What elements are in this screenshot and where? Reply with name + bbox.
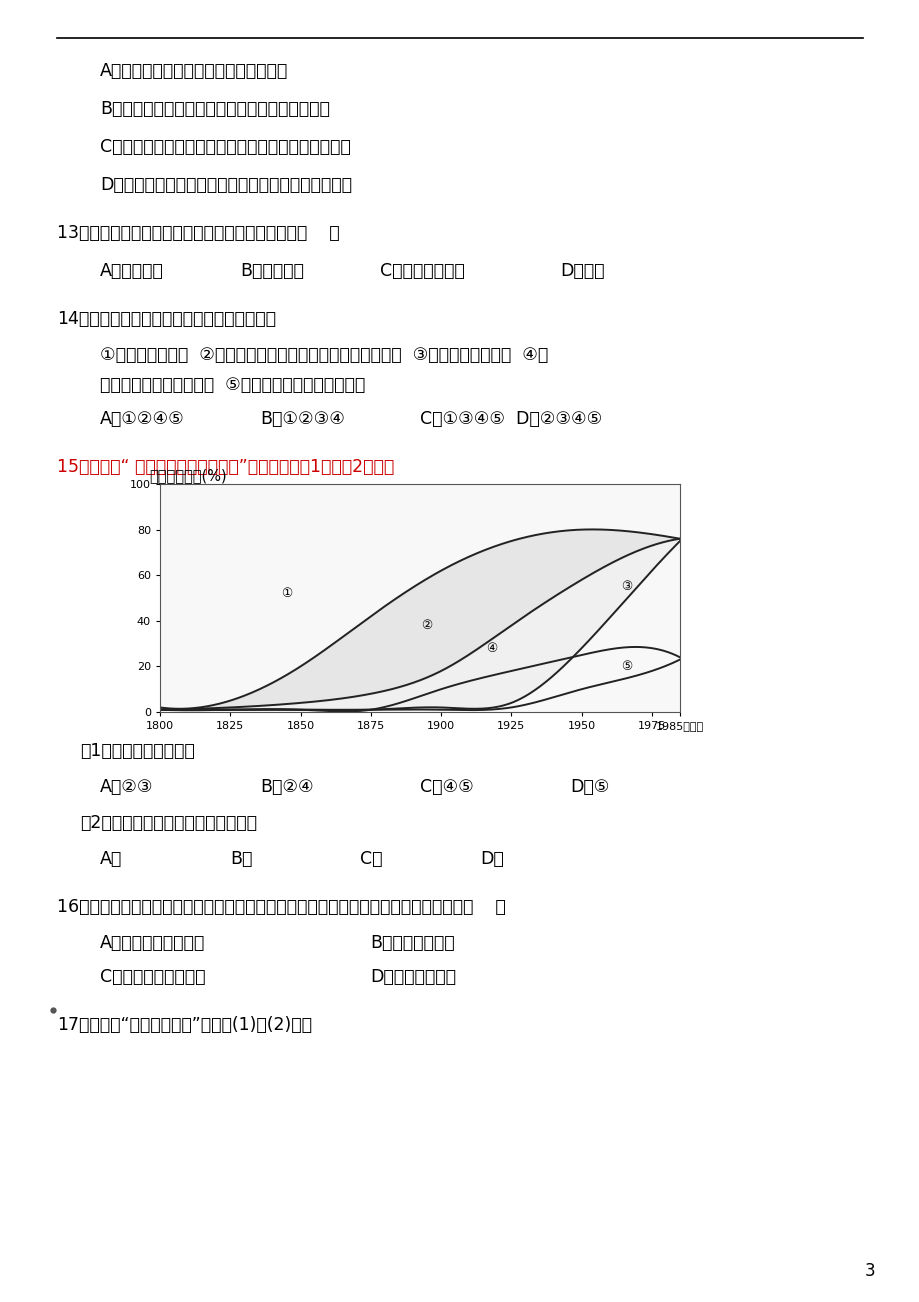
Text: B．城市建筑: B．城市建筑	[240, 262, 303, 280]
Text: ②: ②	[421, 618, 432, 631]
Text: ③: ③	[620, 581, 631, 594]
Text: C．④⑤: C．④⑤	[420, 779, 473, 796]
Text: 城市人口比重(%): 城市人口比重(%)	[150, 467, 227, 483]
Text: C．城市交通工具: C．城市交通工具	[380, 262, 464, 280]
Text: （2）城市人口占总人口比重最大的是: （2）城市人口占总人口比重最大的是	[80, 814, 256, 832]
Text: 3: 3	[864, 1262, 874, 1280]
Text: ①促进农业产业化  ②推动农村剩余劳动力向第二、三产业转移  ③扩大国内市场需求  ④优: ①促进农业产业化 ②推动农村剩余劳动力向第二、三产业转移 ③扩大国内市场需求 ④…	[100, 346, 548, 365]
Text: D．社会制度不同: D．社会制度不同	[369, 967, 456, 986]
Text: C．发展历史长短不同: C．发展历史长短不同	[100, 967, 205, 986]
Text: B．①②③④: B．①②③④	[260, 410, 345, 428]
Text: 13．下列各项城市事物最能体现地域文化特征的是（    ）: 13．下列各项城市事物最能体现地域文化特征的是（ ）	[57, 224, 339, 242]
Text: A．商业中心一定与交通枢组结合在一起: A．商业中心一定与交通枢组结合在一起	[100, 62, 288, 79]
Text: 14．我国城市化水平持续提升，其重要意义有: 14．我国城市化水平持续提升，其重要意义有	[57, 310, 276, 328]
Text: （1）属于发达国家的是: （1）属于发达国家的是	[80, 742, 195, 760]
Text: 16．美国大城市中心多摩天大楼，而欧洲城市中心一般很少建现代化高楼大厦，原因是（    ）: 16．美国大城市中心多摩天大楼，而欧洲城市中心一般很少建现代化高楼大厦，原因是（…	[57, 898, 505, 917]
Text: ①: ①	[280, 587, 292, 600]
Text: B．: B．	[230, 850, 252, 868]
Text: D．: D．	[480, 850, 504, 868]
Text: 化资源配置和生产力布局  ⑤促进城市劳动力向乡村转移: 化资源配置和生产力布局 ⑤促进城市劳动力向乡村转移	[100, 376, 365, 395]
Text: ⑤: ⑤	[620, 660, 631, 673]
Text: B．交通方式的变化吸引商业中心向新的地点迁移: B．交通方式的变化吸引商业中心向新的地点迁移	[100, 100, 330, 118]
Text: A．欧美统治权力不同: A．欧美统治权力不同	[100, 934, 205, 952]
Text: C．地理位置适中的边境线附近地区容易形成商业中心: C．地理位置适中的边境线附近地区容易形成商业中心	[100, 138, 350, 156]
Text: A．②③: A．②③	[100, 779, 153, 796]
Text: B．②④: B．②④	[260, 779, 313, 796]
Text: 15．下图是“ 几个国家城市化过程图”，据图完成（1）～（2）题。: 15．下图是“ 几个国家城市化过程图”，据图完成（1）～（2）题。	[57, 458, 394, 477]
Text: ④: ④	[485, 642, 497, 655]
Text: A．①②④⑤: A．①②④⑤	[100, 410, 185, 428]
Text: B．自然环境差异: B．自然环境差异	[369, 934, 454, 952]
Text: C．: C．	[359, 850, 382, 868]
Text: D．餐具: D．餐具	[560, 262, 604, 280]
Text: A．城市道路: A．城市道路	[100, 262, 164, 280]
Text: D．郑州商业中心的形成得益于它是一个鐵路交通枢组: D．郑州商业中心的形成得益于它是一个鐵路交通枢组	[100, 176, 352, 194]
Text: A．: A．	[100, 850, 122, 868]
Text: D．⑤: D．⑤	[570, 779, 608, 796]
Text: C．①③④⑤  D．②③④⑤: C．①③④⑤ D．②③④⑤	[420, 410, 602, 428]
Text: 17．下图为“某城市规划图”，完成(1)～(2)题。: 17．下图为“某城市规划图”，完成(1)～(2)题。	[57, 1016, 312, 1034]
